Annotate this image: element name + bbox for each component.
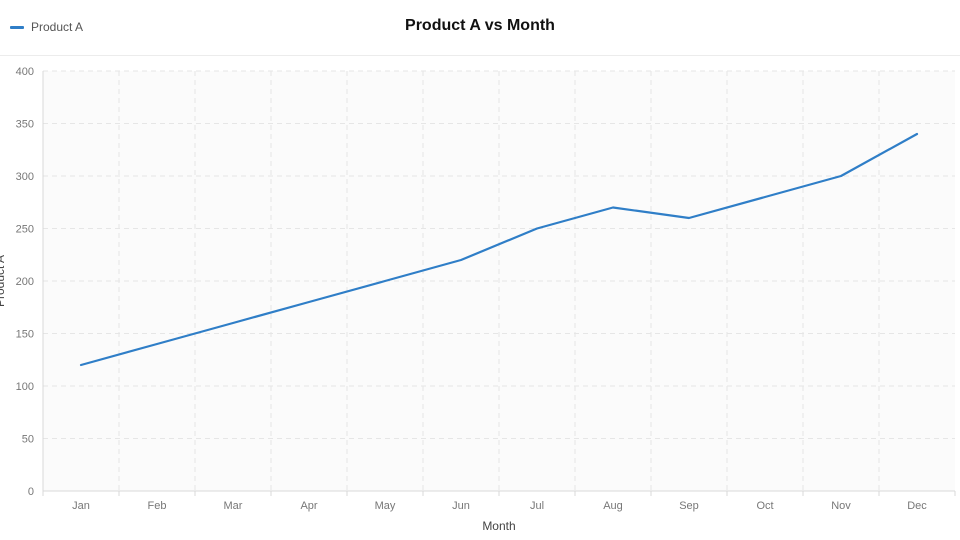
x-tick-label: Sep	[679, 500, 699, 512]
chart-title: Product A vs Month	[405, 17, 555, 34]
x-tick-label: Oct	[756, 500, 773, 512]
legend-label-product-a: Product A	[31, 20, 84, 34]
data-point[interactable]	[76, 360, 86, 370]
data-point[interactable]	[380, 276, 390, 286]
x-axis-title: Month	[482, 519, 515, 533]
y-tick-label: 400	[16, 66, 34, 78]
x-tick-label: Nov	[831, 500, 851, 512]
x-tick-label: Dec	[907, 500, 927, 512]
data-point[interactable]	[304, 297, 314, 307]
x-tick-label: Jun	[452, 500, 470, 512]
data-point[interactable]	[608, 203, 618, 213]
data-point[interactable]	[760, 192, 770, 202]
y-tick-label: 250	[16, 224, 34, 236]
y-tick-label: 300	[16, 171, 34, 183]
y-tick-label: 150	[16, 329, 34, 341]
data-point[interactable]	[228, 318, 238, 328]
y-tick-label: 0	[28, 486, 34, 498]
x-tick-label: May	[375, 500, 396, 512]
y-axis-title: Product A	[0, 255, 7, 307]
y-tick-label: 200	[16, 276, 34, 288]
series-line-product-a[interactable]	[79, 132, 919, 367]
x-tick-label: Jan	[72, 500, 90, 512]
chart-header: Product A Product A vs Month	[0, 0, 960, 56]
data-point[interactable]	[456, 255, 466, 265]
legend[interactable]: Product A	[10, 20, 83, 34]
x-tick-label: Aug	[603, 500, 623, 512]
data-point[interactable]	[152, 339, 162, 349]
y-tick-label: 100	[16, 381, 34, 393]
y-tick-label: 50	[22, 434, 34, 446]
legend-swatch-product-a	[10, 25, 24, 29]
y-tick-label: 350	[16, 119, 34, 131]
data-point[interactable]	[684, 213, 694, 223]
data-point[interactable]	[532, 224, 542, 234]
data-point[interactable]	[912, 129, 922, 139]
x-tick-label: Apr	[300, 500, 317, 512]
data-point[interactable]	[836, 171, 846, 181]
x-tick-label: Feb	[148, 500, 167, 512]
x-tick-label: Jul	[530, 500, 544, 512]
x-tick-label: Mar	[224, 500, 243, 512]
